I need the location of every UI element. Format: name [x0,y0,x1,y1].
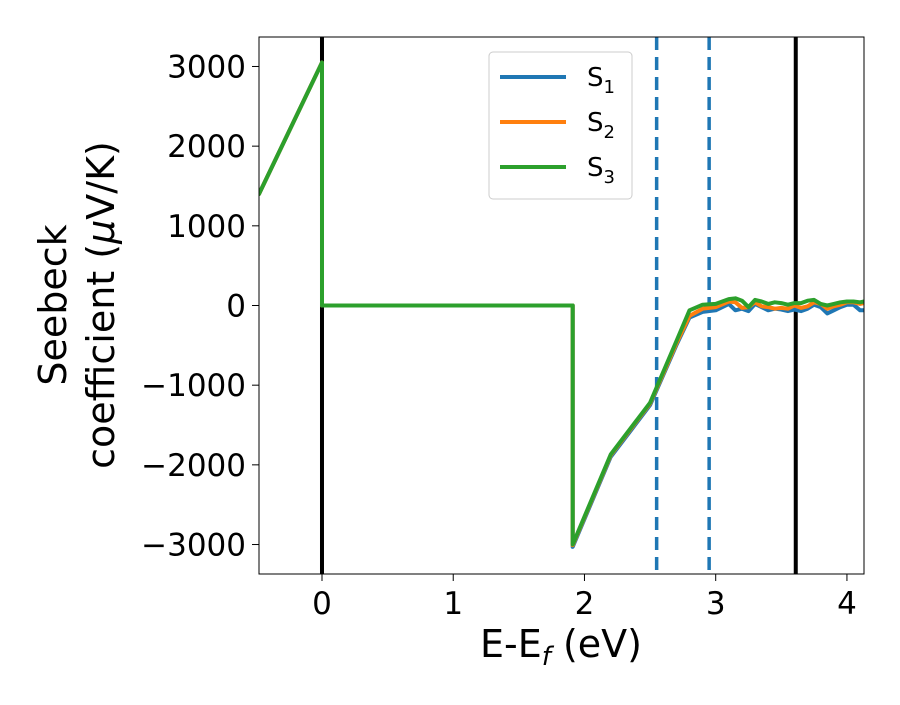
x-tick-label: 2 [575,586,595,622]
y-tick-label: 3000 [167,49,246,85]
y-tick-label: 0 [226,289,246,325]
y-axis-title-line2: coefficient (μV/K) [79,141,123,469]
y-axis-title-prefix: coefficient ( [79,244,123,469]
x-tick-label: 3 [706,586,726,622]
legend-label-s2: S2 [587,108,615,143]
x-axis-title: E-Ef (eV) [480,622,642,672]
legend: S1 S2 S3 [488,51,633,200]
y-axis-title-line1: Seebeck [31,224,75,385]
y-tick-label: −3000 [141,528,246,564]
y-axis-title-mu: μ [79,220,123,245]
x-axis-title-rest: (eV) [551,622,642,666]
y-axis-title-suffix: V/K) [79,141,123,220]
legend-box [488,51,633,200]
y-tick-label: 2000 [167,129,246,165]
series-line-s3 [259,60,864,547]
x-axis-title-main: E-E [480,622,542,666]
x-tick-label: 1 [443,586,463,622]
y-axis-title: Seebeck coefficient (μV/K) [31,141,123,469]
y-tick-label: −2000 [141,448,246,484]
y-tick-label: −1000 [141,368,246,404]
legend-label-s1: S1 [587,63,615,98]
legend-label-s3: S3 [587,153,615,188]
y-tick-label: 1000 [167,209,246,245]
x-tick-label: 4 [837,586,857,622]
x-tick-label: 0 [312,586,332,622]
